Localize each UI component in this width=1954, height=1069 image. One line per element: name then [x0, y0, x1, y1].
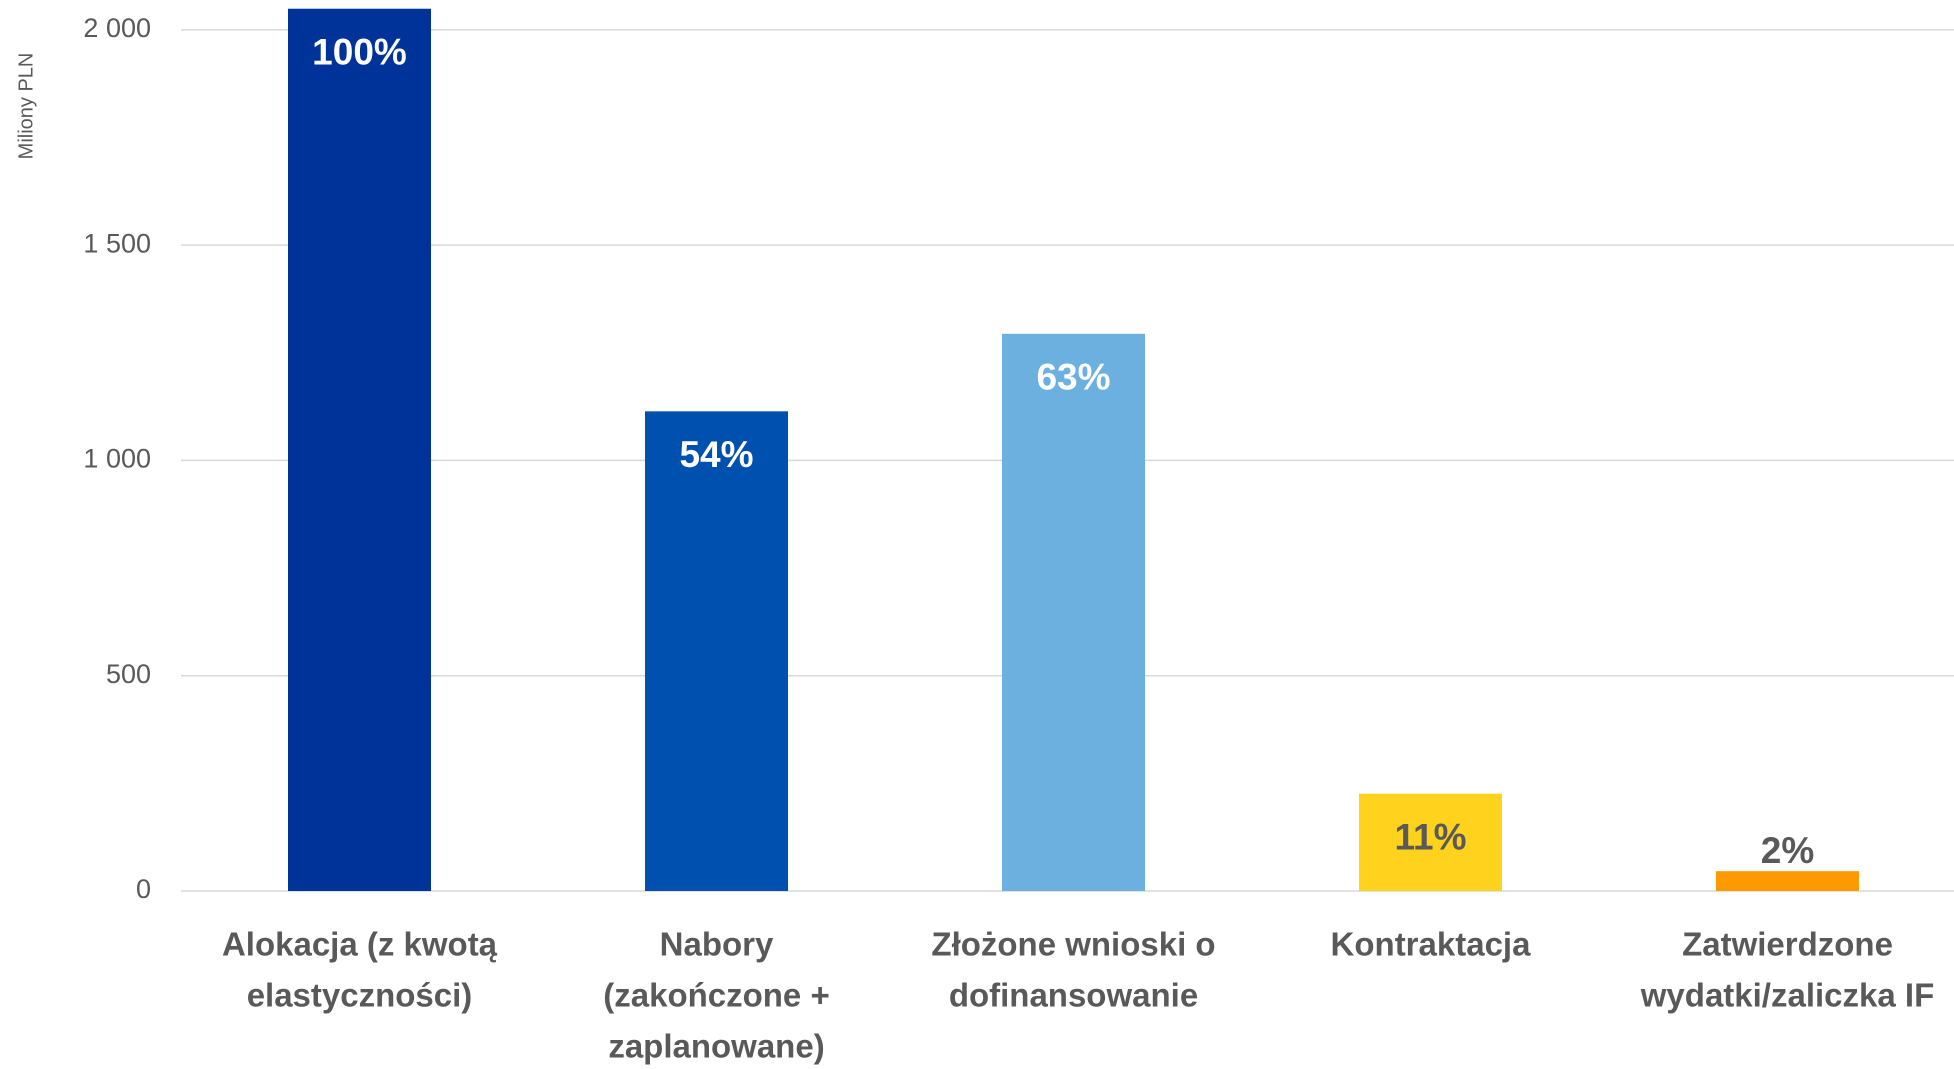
share-label: 63%	[1036, 357, 1110, 398]
x-tick-label: Alokacja (z kwotą	[222, 926, 498, 963]
y-axis-label: Miliony PLN	[15, 53, 37, 160]
share-label: 54%	[679, 434, 753, 475]
x-tick-label: (zakończone +	[603, 977, 829, 1014]
x-tick-label: Nabory	[660, 926, 774, 963]
y-tick-label: 500	[106, 659, 151, 689]
share-label: 11%	[1394, 816, 1466, 857]
share-label: 2%	[1761, 830, 1814, 871]
bar	[1002, 333, 1145, 892]
x-tick-label: elastyczności)	[247, 977, 473, 1014]
x-tick-label: Złożone wnioski o	[931, 926, 1215, 963]
y-tick-label: 1 500	[83, 228, 151, 258]
bar	[1716, 871, 1859, 891]
x-tick-label: wydatki/zaliczka IF	[1640, 977, 1934, 1014]
share-label: 100%	[312, 32, 407, 73]
x-tick-label: Kontraktacja	[1331, 926, 1532, 963]
y-tick-label: 2 000	[83, 13, 151, 43]
bar	[288, 8, 431, 892]
x-tick-label: Zatwierdzone	[1682, 926, 1893, 963]
bar	[1359, 793, 1502, 891]
y-tick-label: 0	[136, 874, 151, 904]
x-tick-label: dofinansowanie	[949, 977, 1198, 1014]
x-tick-label: zaplanowane)	[608, 1028, 824, 1065]
bar	[645, 411, 788, 891]
y-tick-label: 1 000	[83, 444, 151, 474]
